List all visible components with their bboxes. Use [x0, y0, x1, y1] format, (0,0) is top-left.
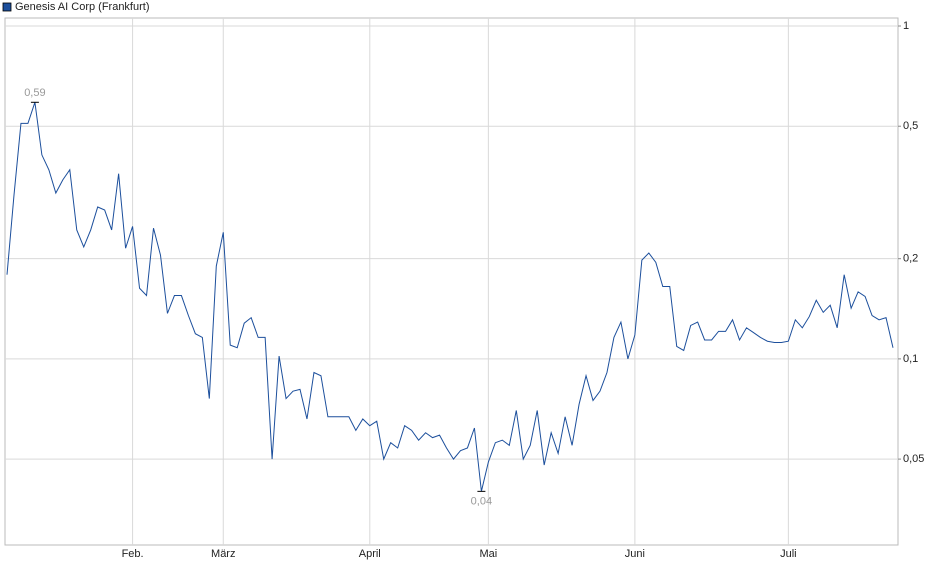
value-label: 0,04: [471, 495, 492, 507]
x-tick-label: Juli: [780, 548, 797, 560]
y-tick-label: 1: [903, 20, 909, 32]
plot-area: [4, 17, 899, 546]
value-label: 0,59: [24, 87, 45, 99]
x-tick-label: Feb.: [122, 548, 144, 560]
x-tick-label: März: [211, 548, 235, 560]
price-line: [6, 102, 894, 492]
y-tick-label: 0,2: [903, 253, 918, 265]
x-tick-label: April: [359, 548, 381, 560]
x-tick-label: Mai: [480, 548, 498, 560]
y-tick-label: 0,1: [903, 353, 918, 365]
y-tick-label: 0,05: [903, 453, 924, 465]
legend-swatch: [2, 2, 12, 12]
legend-label: Genesis AI Corp (Frankfurt): [15, 1, 150, 13]
x-tick-label: Juni: [625, 548, 645, 560]
y-tick-label: 0,5: [903, 120, 918, 132]
